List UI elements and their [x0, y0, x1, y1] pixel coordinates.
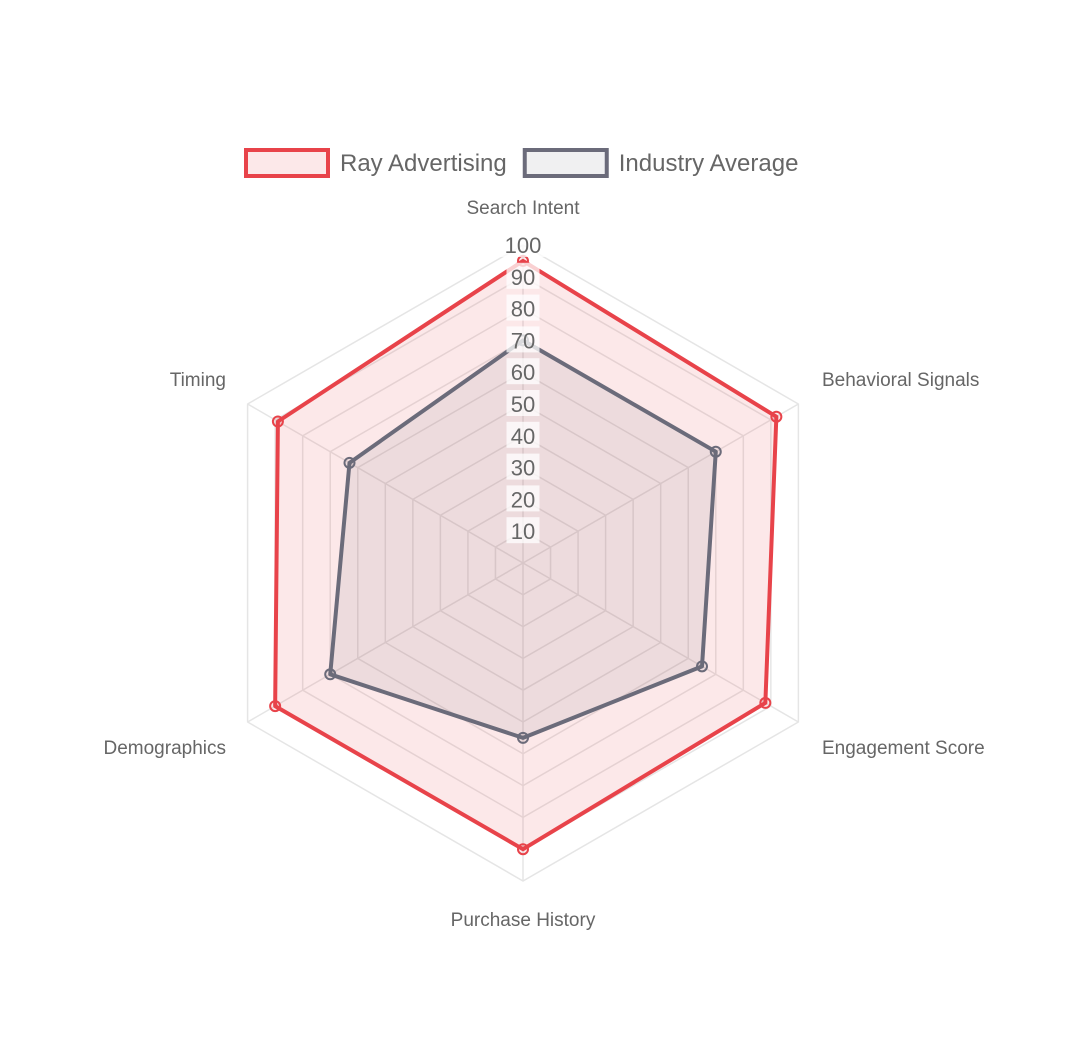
tick-text: 50	[511, 392, 535, 417]
data-point-industry-average[interactable]	[696, 660, 709, 673]
legend-item-industry-average[interactable]: Industry Average	[522, 148, 799, 178]
axis-label-behavioral-signals: Behavioral Signals	[822, 370, 979, 391]
axis-label-timing: Timing	[170, 370, 226, 391]
tick-label: 30	[506, 453, 540, 481]
tick-backdrop	[506, 485, 540, 512]
tick-backdrop	[500, 231, 546, 257]
tick-labels: 10 20 30 40 50 60 70 80 90 100	[500, 231, 546, 544]
tick-label: 80	[506, 294, 540, 322]
legend-swatch	[244, 148, 330, 178]
data-point-ray-advertising[interactable]	[770, 410, 783, 423]
data-point-ray-advertising[interactable]	[759, 696, 772, 709]
tick-backdrop	[506, 358, 540, 385]
axis-label-search-intent: Search Intent	[466, 198, 580, 219]
axis-label-purchase-history: Purchase History	[451, 910, 596, 931]
tick-backdrop	[506, 262, 540, 289]
axis-label-engagement-score: Engagement Score	[822, 738, 985, 759]
tick-text: 90	[511, 265, 535, 290]
tick-label: 100	[500, 231, 546, 258]
tick-text: 20	[511, 487, 535, 512]
tick-backdrop	[506, 294, 540, 321]
spoke-line	[522, 403, 799, 564]
tick-backdrop	[506, 326, 540, 353]
data-point-industry-average[interactable]	[517, 731, 529, 744]
data-point-ray-advertising[interactable]	[271, 415, 284, 428]
spoke-line	[522, 562, 799, 723]
spoke-line	[247, 403, 524, 564]
tick-label: 60	[506, 358, 540, 385]
tick-text: 60	[511, 360, 535, 385]
tick-backdrop	[506, 517, 540, 544]
tick-text: 100	[505, 233, 542, 258]
series-area-ray-advertising	[273, 258, 779, 852]
tick-text: 70	[511, 328, 535, 353]
axis-label-demographics: Demographics	[104, 738, 227, 759]
tick-text: 40	[511, 424, 535, 449]
tick-text: 30	[511, 456, 535, 481]
tick-backdrop	[506, 390, 540, 416]
data-point-industry-average[interactable]	[709, 445, 722, 458]
data-point-industry-average[interactable]	[343, 456, 356, 469]
tick-label: 10	[506, 517, 540, 544]
tick-text: 80	[511, 297, 535, 322]
data-point-ray-advertising[interactable]	[517, 843, 529, 856]
axis-labels: Search Intent Behavioral Signals Engagemen…	[104, 198, 985, 931]
tick-text: 10	[511, 519, 535, 544]
tick-label: 40	[506, 421, 540, 449]
legend-swatch	[522, 148, 609, 178]
legend-label: Industry Average	[619, 150, 799, 177]
tick-backdrop	[506, 453, 540, 480]
tick-backdrop	[506, 421, 540, 448]
tick-label: 20	[506, 485, 540, 512]
tick-label: 70	[506, 326, 540, 353]
legend-label: Ray Advertising	[340, 150, 507, 177]
tick-label: 50	[506, 390, 540, 417]
data-point-industry-average[interactable]	[324, 668, 337, 681]
spoke-line	[247, 562, 524, 723]
legend: Ray Advertising Industry Average	[244, 148, 799, 178]
data-point-ray-advertising[interactable]	[269, 700, 282, 713]
tick-label: 90	[506, 262, 540, 290]
series-ray-advertising	[269, 254, 783, 856]
legend-item-ray-advertising[interactable]: Ray Advertising	[244, 148, 507, 178]
